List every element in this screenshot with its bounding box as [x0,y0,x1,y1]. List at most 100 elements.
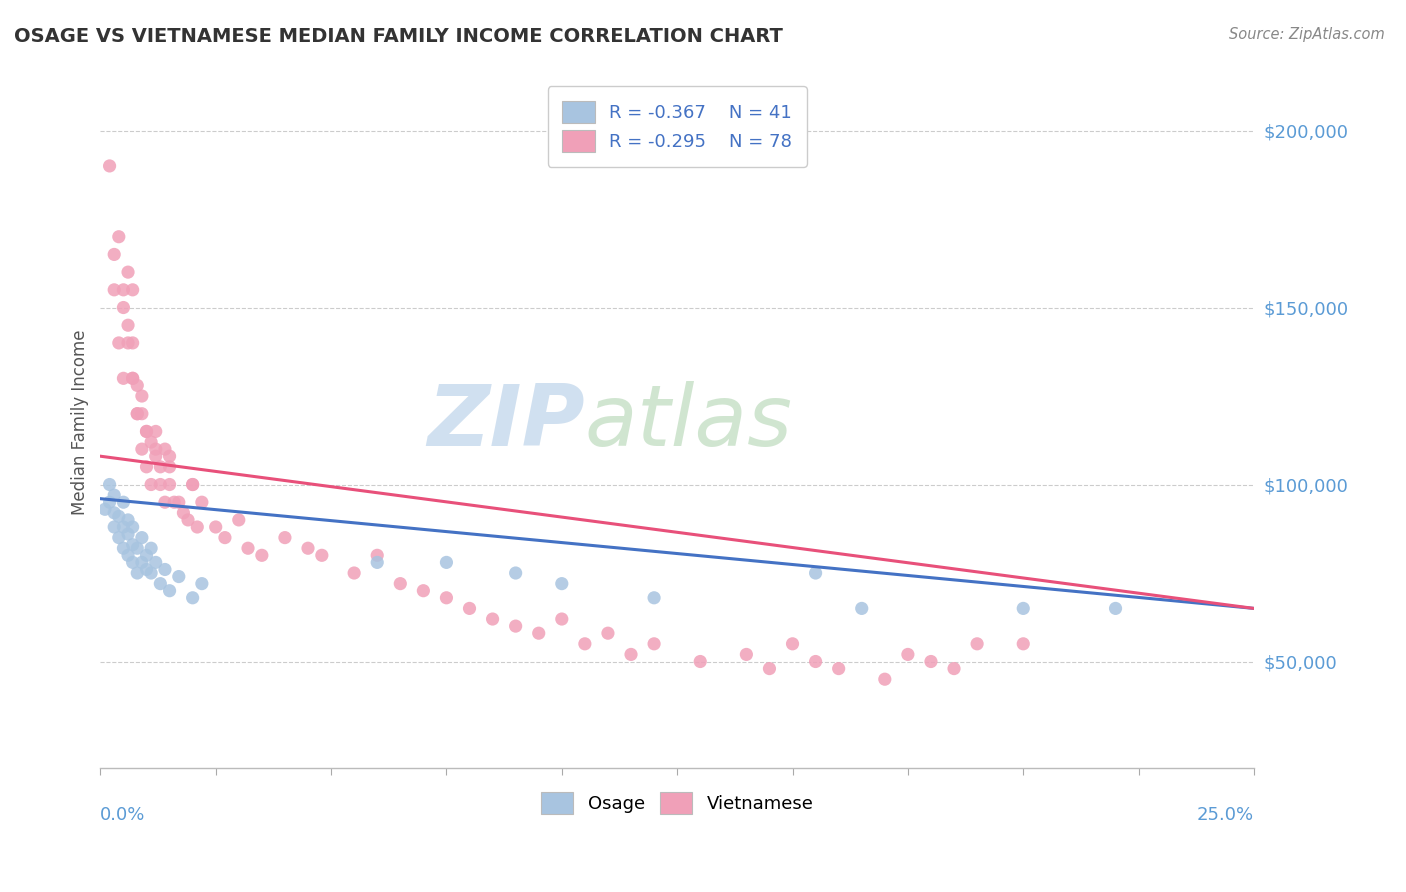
Point [121,283,143,297]
Point [966,637,988,651]
Point [139,541,162,556]
Point [505,619,527,633]
Point [131,531,153,545]
Point [127,378,149,392]
Point [112,283,135,297]
Point [135,562,157,576]
Point [117,265,139,279]
Point [782,637,804,651]
Point [117,335,139,350]
Point [458,601,481,615]
Point [149,576,172,591]
Point [827,662,849,676]
Point [204,520,226,534]
Point [117,527,139,541]
Point [159,459,181,474]
Point [804,655,827,669]
Point [103,247,125,261]
Point [127,407,149,421]
Point [481,612,503,626]
Point [149,459,172,474]
Point [108,531,131,545]
Point [98,159,121,173]
Point [139,477,162,491]
Point [236,541,259,556]
Point [873,672,896,686]
Point [159,477,181,491]
Point [163,495,186,509]
Point [103,520,125,534]
Point [689,655,711,669]
Point [131,407,153,421]
Point [643,637,665,651]
Point [551,612,574,626]
Point [103,488,125,502]
Point [186,520,208,534]
Point [214,531,236,545]
Point [181,477,204,491]
Point [181,477,204,491]
Point [112,520,135,534]
Point [172,506,194,520]
Point [121,520,143,534]
Point [1012,637,1035,651]
Point [274,531,297,545]
Point [121,335,143,350]
Point [436,591,458,605]
Point [250,549,273,563]
Point [149,477,172,491]
Point [121,555,143,569]
Point [98,477,121,491]
Point [127,541,149,556]
Point [389,576,412,591]
Point [145,449,167,463]
Point [117,513,139,527]
Point [735,648,758,662]
Point [897,648,920,662]
Point [103,506,125,520]
Point [366,555,388,569]
Point [94,502,117,516]
Point [177,513,200,527]
Point [311,549,333,563]
Point [145,555,167,569]
Point [643,591,665,605]
Point [108,509,131,524]
Y-axis label: Median Family Income: Median Family Income [72,330,89,516]
Point [920,655,942,669]
Point [127,566,149,580]
Point [121,371,143,385]
Point [135,549,157,563]
Point [121,371,143,385]
Point [117,318,139,333]
Point [112,301,135,315]
Legend: Osage, Vietnamese: Osage, Vietnamese [534,784,821,821]
Point [943,662,966,676]
Point [191,495,214,509]
Point [804,566,827,580]
Point [343,566,366,580]
Point [139,435,162,450]
Point [112,495,135,509]
Point [412,583,434,598]
Text: Source: ZipAtlas.com: Source: ZipAtlas.com [1229,27,1385,42]
Text: 25.0%: 25.0% [1197,805,1254,823]
Point [159,449,181,463]
Point [596,626,619,640]
Point [551,576,574,591]
Text: OSAGE VS VIETNAMESE MEDIAN FAMILY INCOME CORRELATION CHART: OSAGE VS VIETNAMESE MEDIAN FAMILY INCOME… [14,27,783,45]
Point [297,541,319,556]
Point [98,495,121,509]
Point [145,442,167,456]
Point [181,591,204,605]
Point [112,371,135,385]
Text: ZIP: ZIP [427,381,585,464]
Point [127,407,149,421]
Point [527,626,550,640]
Point [758,662,780,676]
Point [167,495,190,509]
Point [103,283,125,297]
Point [620,648,643,662]
Point [121,538,143,552]
Point [366,549,388,563]
